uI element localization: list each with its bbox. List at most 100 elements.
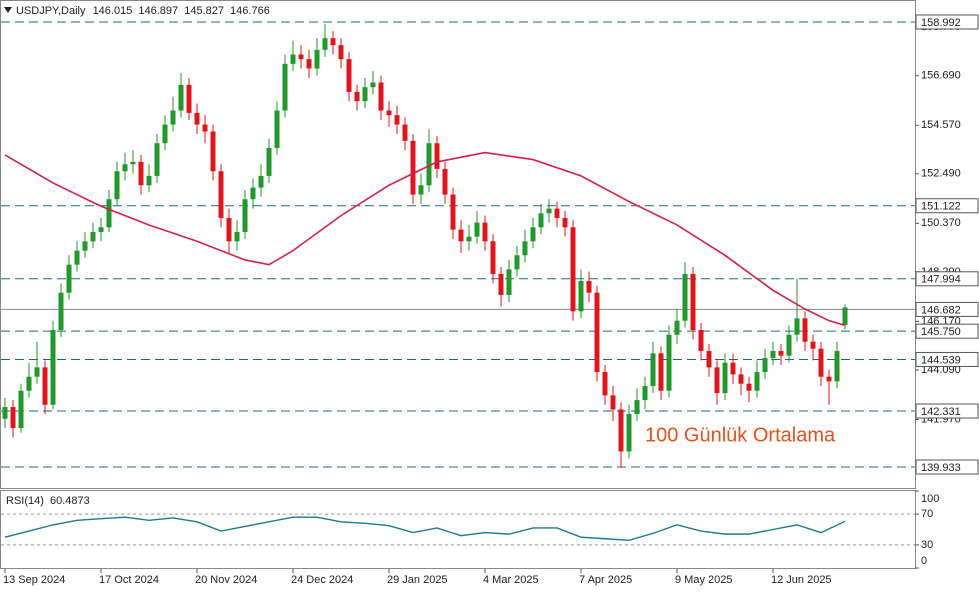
candle-body [370, 82, 376, 88]
candle-body [530, 227, 536, 242]
candle-body [186, 84, 192, 113]
candle-body [282, 63, 288, 111]
candle-body [314, 49, 320, 69]
candle-body [58, 292, 64, 331]
rsi-name: RSI(14) [6, 495, 44, 507]
candle-body [402, 124, 408, 141]
candle-body [338, 45, 344, 60]
candle-body [778, 351, 784, 356]
candle-body [386, 110, 392, 116]
candle-body [2, 407, 8, 419]
candle-body [146, 175, 152, 186]
candle-body [570, 227, 576, 312]
candle-body [618, 409, 624, 452]
candle-body [810, 341, 816, 349]
candle-body [498, 273, 504, 295]
candle-body [770, 351, 776, 359]
candle-body [42, 367, 48, 405]
candle-body [346, 59, 352, 92]
x-tick-label: 24 Dec 2024 [291, 574, 353, 586]
candle-body [466, 236, 472, 242]
close: 146.766 [230, 5, 270, 17]
candle-body [786, 334, 792, 356]
candle-body [234, 231, 240, 242]
candle-body [114, 171, 120, 200]
candle-body [82, 241, 88, 251]
candle-body [330, 38, 336, 46]
candle-body [418, 185, 424, 195]
candle-body [130, 161, 136, 165]
candle-body [746, 383, 752, 391]
rsi-header: RSI(14) 60.4873 [6, 495, 90, 507]
candle-body [138, 161, 144, 186]
x-tick-label: 13 Sep 2024 [3, 574, 65, 586]
candle-body [258, 175, 264, 188]
candle-body [698, 330, 704, 352]
y-tick-label: 154.570 [921, 119, 961, 131]
candle-body [594, 292, 600, 373]
rsi-line [4, 516, 846, 541]
x-tick-label: 4 Mar 2025 [483, 574, 539, 586]
candle-body [514, 255, 520, 270]
candle-body [562, 217, 568, 228]
candle-body [10, 407, 16, 429]
candle-body [50, 330, 56, 405]
candle-body [666, 334, 672, 391]
x-tick-label: 12 Jun 2025 [771, 574, 832, 586]
candle-body [122, 164, 128, 172]
price-panel [0, 0, 916, 489]
candle-body [642, 386, 648, 401]
candle-body [154, 143, 160, 176]
open: 146.015 [93, 5, 133, 17]
x-tick-label: 17 Oct 2024 [99, 574, 159, 586]
level-label: 145.750 [921, 326, 961, 338]
level-label-box [915, 351, 979, 367]
candle-body [274, 110, 280, 148]
x-tick-label: 9 May 2025 [675, 574, 732, 586]
candle-body [506, 269, 512, 295]
candle-body [90, 231, 96, 242]
candle-body [34, 367, 40, 377]
candle-body [378, 82, 384, 111]
candle-body [434, 143, 440, 169]
candle-body [250, 187, 256, 200]
candle-body [354, 91, 360, 102]
candle-body [674, 320, 680, 335]
rsi-tick-label: 70 [921, 508, 933, 520]
candle-body [458, 229, 464, 242]
level-label: 151.122 [921, 201, 961, 213]
candle-body [658, 353, 664, 391]
candle-body [634, 400, 640, 415]
candle-body [26, 376, 32, 391]
candle-body [490, 241, 496, 274]
candle-body [410, 140, 416, 195]
candle-body [586, 280, 592, 293]
candle-body [450, 194, 456, 230]
candle-body [610, 395, 616, 410]
chart-header: USDJPY,Daily 146.015 146.897 145.827 146… [16, 5, 270, 17]
candle-body [194, 112, 200, 125]
candle-body [546, 208, 552, 214]
high: 146.897 [138, 5, 178, 17]
candle-body [426, 143, 432, 186]
candle-body [818, 348, 824, 377]
candle-body [98, 227, 104, 232]
candle-body [714, 367, 720, 394]
candle-body [202, 124, 208, 132]
level-label-box [915, 459, 979, 475]
candle-body [754, 372, 760, 391]
candle-body [394, 115, 400, 125]
ma-annotation: 100 Günlük Ortalama [645, 424, 836, 446]
level-label: 144.539 [921, 354, 961, 366]
candle-body [170, 110, 176, 125]
level-label-box [915, 198, 979, 214]
candle-body [722, 362, 728, 394]
rsi-panel [0, 490, 916, 569]
candle-body [650, 353, 656, 387]
candle-body [362, 87, 368, 102]
rsi-value: 60.4873 [50, 495, 90, 507]
level-label-box [915, 301, 979, 317]
candle-body [690, 273, 696, 331]
menu-arrow [4, 7, 12, 13]
